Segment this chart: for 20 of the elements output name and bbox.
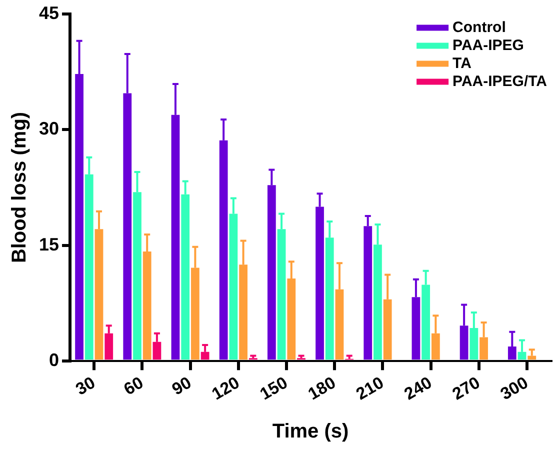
x-tick-label: 150 — [256, 373, 291, 404]
legend-label: TA — [452, 54, 472, 72]
x-tick-label: 240 — [401, 373, 436, 404]
legend-label: Control — [452, 18, 506, 36]
x-tick-label: 60 — [120, 373, 147, 399]
legend-label: PAA-IPEG/TA — [452, 72, 548, 90]
legend-label: PAA-IPEG — [452, 36, 524, 54]
x-tick-label: 270 — [449, 373, 484, 404]
x-axis-title: Time (s) — [272, 420, 349, 443]
x-tick-label: 180 — [304, 373, 339, 404]
y-tick-label: 45 — [38, 2, 60, 23]
x-tick-label: 300 — [497, 373, 532, 404]
y-axis-title: Blood loss (mg) — [8, 112, 31, 264]
x-tick-label: 90 — [168, 373, 195, 399]
x-tick-label: 30 — [72, 373, 98, 399]
y-tick-label: 15 — [38, 234, 60, 254]
y-tick-label: 0 — [49, 350, 60, 370]
x-tick-label: 120 — [208, 373, 243, 404]
y-tick-label: 30 — [38, 118, 60, 139]
x-tick-label: 210 — [352, 373, 387, 404]
